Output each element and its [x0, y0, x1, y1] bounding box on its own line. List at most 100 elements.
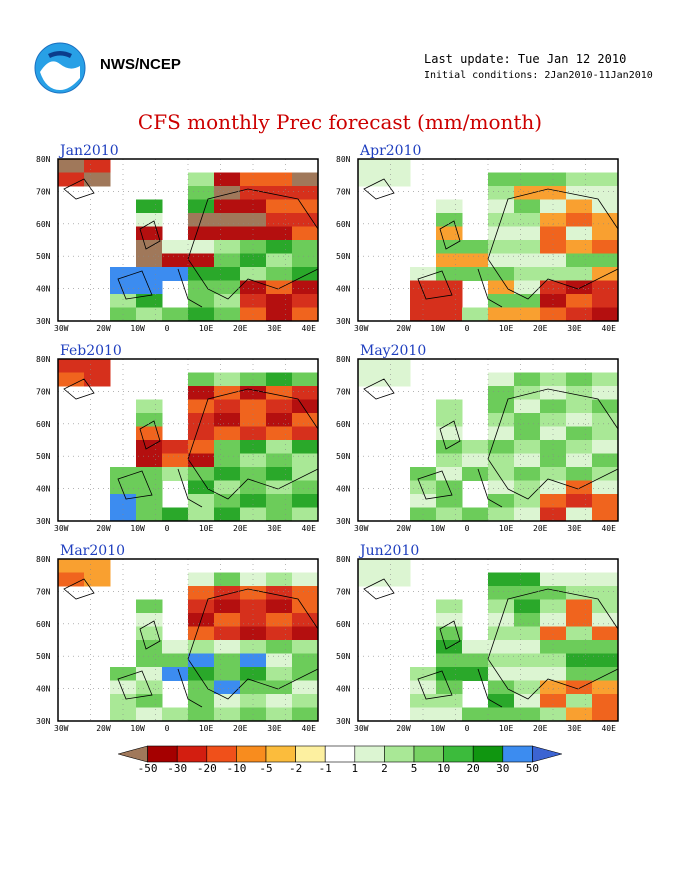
panel-title-4: May2010 — [360, 343, 427, 359]
forecast-cell — [358, 172, 385, 187]
forecast-cell — [136, 307, 163, 322]
lon-label: 10E — [499, 524, 514, 533]
forecast-cell — [240, 694, 267, 708]
forecast-cell — [266, 199, 293, 214]
forecast-cell — [462, 707, 489, 722]
lon-label: 40E — [601, 524, 616, 533]
forecast-cell — [592, 507, 619, 522]
forecast-cell — [266, 653, 293, 668]
forecast-cell — [462, 253, 489, 268]
forecast-cell — [514, 453, 541, 468]
colorbar-swatch — [472, 745, 504, 763]
forecast-cell — [84, 159, 111, 173]
forecast-cell — [462, 453, 489, 468]
lon-label: 30W — [54, 524, 69, 533]
forecast-cell — [488, 586, 515, 600]
forecast-cell — [214, 680, 241, 695]
forecast-cell — [266, 453, 293, 468]
forecast-cell — [136, 467, 163, 481]
forecast-cell — [136, 199, 163, 214]
lat-label: 70N — [36, 387, 51, 396]
forecast-cell — [592, 707, 619, 722]
forecast-cell — [162, 707, 189, 722]
forecast-cell — [436, 253, 463, 268]
forecast-cell — [188, 586, 215, 600]
forecast-cell — [488, 372, 515, 387]
lat-label: 80N — [336, 355, 351, 364]
lon-label: 20E — [233, 724, 248, 733]
lon-label: 20W — [96, 324, 111, 333]
forecast-cell — [436, 294, 463, 308]
lat-label: 60N — [36, 220, 51, 229]
forecast-cell — [214, 494, 241, 508]
forecast-cell — [514, 626, 541, 641]
lon-label: 20E — [533, 524, 548, 533]
forecast-cell — [240, 253, 267, 268]
lat-label: 50N — [36, 652, 51, 661]
forecast-cell — [214, 653, 241, 668]
lon-label: 30W — [354, 724, 369, 733]
forecast-cell — [240, 226, 267, 241]
colorbar-label: -30 — [167, 762, 188, 775]
forecast-cell — [488, 507, 515, 522]
map-frame — [357, 358, 619, 522]
forecast-cell — [566, 213, 593, 227]
forecast-cell — [514, 494, 541, 508]
forecast-cell — [410, 280, 437, 295]
forecast-cell — [136, 253, 163, 268]
lon-label: 30W — [54, 724, 69, 733]
forecast-cell — [540, 399, 567, 414]
forecast-cell — [488, 226, 515, 241]
forecast-cell — [566, 507, 593, 522]
lon-label: 10E — [199, 324, 214, 333]
colorbar-label: 20 — [466, 762, 480, 775]
lon-label: 10W — [130, 524, 145, 533]
forecast-cell — [162, 467, 189, 481]
forecast-cell — [488, 399, 515, 414]
forecast-cell — [514, 694, 541, 708]
forecast-cell — [566, 613, 593, 627]
forecast-cell — [592, 440, 619, 454]
lon-label: 40E — [601, 324, 616, 333]
lon-label: 10W — [130, 324, 145, 333]
forecast-cell — [514, 586, 541, 600]
forecast-cell — [136, 707, 163, 722]
forecast-cell — [384, 172, 411, 187]
forecast-cell — [514, 399, 541, 414]
forecast-cell — [358, 372, 385, 387]
colorbar-label: 2 — [381, 762, 388, 775]
forecast-cell — [566, 640, 593, 654]
forecast-cell — [266, 413, 293, 427]
colorbar-label: 30 — [496, 762, 510, 775]
forecast-cell — [436, 467, 463, 481]
forecast-cell — [566, 653, 593, 668]
forecast-cell — [214, 426, 241, 441]
forecast-cell — [58, 159, 85, 173]
lon-label: 0 — [165, 324, 170, 333]
forecast-cell — [488, 494, 515, 508]
forecast-cell — [292, 294, 319, 308]
lon-label: 20W — [396, 724, 411, 733]
forecast-cell — [240, 599, 267, 614]
lon-label: 10W — [430, 524, 445, 533]
lat-label: 30N — [336, 517, 351, 526]
forecast-cell — [162, 667, 189, 681]
forecast-cell — [266, 599, 293, 614]
lon-label: 30W — [54, 324, 69, 333]
forecast-cell — [136, 413, 163, 427]
forecast-cell — [266, 507, 293, 522]
lon-label: 30E — [567, 524, 582, 533]
forecast-cell — [266, 626, 293, 641]
lat-label: 80N — [36, 155, 51, 164]
forecast-cell — [266, 640, 293, 654]
forecast-cell — [214, 386, 241, 400]
forecast-cell — [514, 707, 541, 722]
forecast-cell — [488, 653, 515, 668]
forecast-cell — [436, 307, 463, 322]
forecast-cell — [188, 294, 215, 308]
forecast-cell — [136, 213, 163, 227]
colorbar-swatch — [236, 745, 267, 763]
lat-label: 30N — [36, 517, 51, 526]
forecast-cell — [292, 226, 319, 241]
